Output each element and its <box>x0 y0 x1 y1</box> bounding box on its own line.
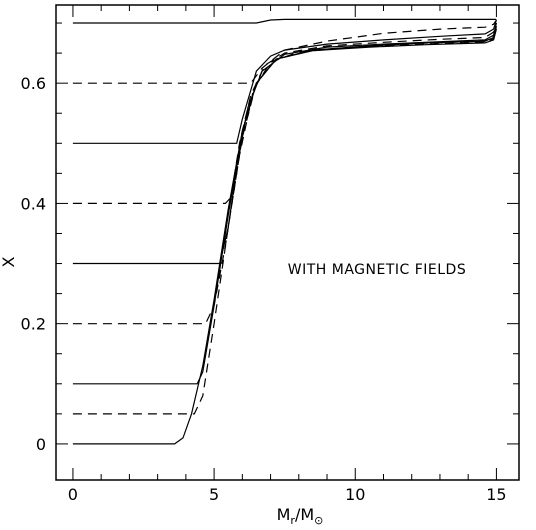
x-tick-label: 10 <box>345 485 365 504</box>
sun-symbol: ⊙ <box>314 514 323 527</box>
annotation-label: WITH MAGNETIC FIELDS <box>288 262 466 278</box>
x-tick-label: 5 <box>209 485 219 504</box>
x-axis-label-sep: /M <box>295 505 314 524</box>
y-tick-labels: 0 0.2 0.4 0.6 <box>21 74 46 454</box>
series-line <box>72 19 497 144</box>
x-tick-labels: 0 5 10 15 <box>68 485 507 504</box>
series-line <box>72 19 497 84</box>
y-axis-label: X <box>0 256 18 267</box>
series-line <box>72 28 497 445</box>
y-tick-label: 0.6 <box>21 74 46 93</box>
ticks-layer <box>56 5 519 480</box>
y-tick-label: 0.2 <box>21 315 46 334</box>
series-line <box>72 25 497 385</box>
series-line <box>72 22 497 204</box>
series-line <box>72 18 497 24</box>
y-tick-label: 0.4 <box>21 194 46 213</box>
x-axis-label-subscript: r <box>290 514 295 527</box>
x-tick-label: 0 <box>68 485 78 504</box>
x-tick-label: 15 <box>486 485 506 504</box>
x-axis-label-main: M <box>277 505 291 524</box>
series-line <box>72 24 497 325</box>
series-layer <box>72 18 497 445</box>
x-axis-label: Mr/M⊙ <box>277 505 324 527</box>
series-line <box>72 27 497 415</box>
plot-frame <box>55 4 520 481</box>
y-tick-label: 0 <box>36 435 46 454</box>
